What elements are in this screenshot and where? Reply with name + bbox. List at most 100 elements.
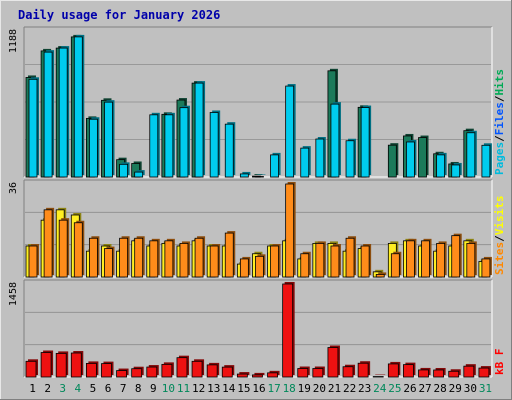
bar-pages-7	[119, 162, 130, 178]
bar-sites-13	[209, 244, 221, 278]
bar-pages-3	[58, 46, 70, 178]
x-tick-label: 29	[449, 382, 462, 395]
bar-pages-22	[345, 138, 357, 178]
x-tick-label: 17	[267, 382, 280, 395]
legend-entry: /	[493, 235, 506, 242]
bar-sites-31	[481, 256, 492, 278]
bar-sites-12	[194, 236, 206, 278]
bar-sites-28	[436, 241, 447, 278]
bar-sites-22	[345, 236, 357, 278]
bar-kbf-10	[161, 362, 174, 378]
y-max-label: 1458	[8, 282, 19, 306]
x-tick-label: 28	[434, 382, 447, 395]
chart-title: Daily usage for January 2026	[18, 8, 220, 22]
bar-kbf-19	[297, 366, 310, 378]
bar-sites-29	[451, 233, 462, 278]
bar-hits-25	[387, 143, 399, 178]
x-tick-label: 25	[388, 382, 401, 395]
bar-kbf-13	[206, 362, 220, 378]
panel-1: 1188 Pages/Files/Hits	[8, 26, 506, 178]
bar-pages-6	[104, 100, 115, 178]
bar-pages-14	[224, 122, 236, 178]
panel-2: 36 Sites/Visits	[8, 179, 506, 278]
x-tick-label: 12	[192, 382, 205, 395]
x-tick-label: 15	[237, 382, 250, 395]
legend-entry: Visits	[493, 196, 506, 236]
x-tick-label: 4	[75, 382, 82, 395]
bar-sites-4	[73, 220, 85, 278]
bar-kbf-27	[418, 367, 431, 378]
bar-sites-25	[390, 251, 402, 278]
bar-pages-11	[179, 105, 190, 178]
bar-sites-18	[285, 182, 296, 278]
y-max-label: 36	[8, 182, 19, 194]
x-tick-label: 1	[29, 382, 36, 395]
y-max-label: 1188	[8, 29, 19, 53]
x-tick-label: 26	[403, 382, 416, 395]
x-tick-label: 27	[418, 382, 431, 395]
bar-pages-19	[300, 146, 311, 178]
x-tick-label: 7	[120, 382, 127, 395]
bar-pages-18	[285, 84, 296, 178]
bar-kbf-22	[342, 364, 356, 378]
bar-kbf-4	[70, 351, 84, 378]
bar-hits-27	[418, 135, 429, 178]
bar-kbf-16	[252, 372, 265, 378]
legend-entry: Sites	[493, 242, 506, 275]
series-legend: Sites/Visits	[493, 196, 506, 276]
bar-sites-5	[88, 236, 100, 278]
x-tick-label: 11	[177, 382, 190, 395]
bar-sites-7	[119, 236, 130, 278]
bar-kbf-6	[101, 361, 114, 378]
bar-pages-26	[406, 139, 417, 178]
bar-sites-10	[164, 238, 175, 278]
series-legend: Pages/Files/Hits	[493, 69, 506, 175]
bar-pages-17	[270, 152, 281, 178]
x-tick-label: 21	[328, 382, 341, 395]
bar-kbf-17	[267, 370, 280, 378]
x-tick-label: 19	[298, 382, 311, 395]
legend-entry: /	[493, 135, 506, 142]
series-legend: kB F	[493, 349, 506, 376]
x-tick-label: 16	[252, 382, 265, 395]
bar-kbf-23	[357, 361, 371, 378]
bar-sites-16	[255, 254, 266, 278]
bar-kbf-11	[176, 355, 189, 378]
legend-entry: kB F	[493, 349, 506, 376]
bar-pages-20	[315, 137, 326, 178]
bar-pages-31	[481, 143, 492, 178]
bar-pages-29	[451, 162, 462, 178]
bar-sites-11	[179, 241, 190, 278]
x-tick-label: 9	[150, 382, 157, 395]
x-tick-label: 14	[222, 382, 236, 395]
bar-pages-28	[436, 152, 447, 178]
x-tick-label: 5	[90, 382, 97, 395]
bar-sites-19	[300, 251, 311, 278]
bar-kbf-30	[463, 364, 476, 378]
bar-kbf-12	[191, 359, 205, 378]
x-tick-label: 23	[358, 382, 371, 395]
bar-pages-12	[194, 81, 206, 178]
bar-kbf-25	[387, 361, 401, 378]
bar-kbf-7	[116, 368, 129, 378]
x-tick-label: 30	[464, 382, 477, 395]
bar-pages-23	[360, 105, 372, 178]
bar-pages-21	[330, 102, 341, 178]
bar-kbf-28	[433, 367, 446, 378]
bar-pages-2	[43, 50, 55, 178]
x-tick-label: 18	[283, 382, 296, 395]
bar-pages-15	[239, 171, 251, 178]
x-tick-label: 3	[59, 382, 66, 395]
bar-sites-14	[224, 231, 236, 278]
bar-kbf-14	[221, 365, 235, 378]
x-tick-label: 2	[44, 382, 51, 395]
bar-sites-15	[239, 256, 251, 278]
x-tick-label: 24	[373, 382, 387, 395]
panel-3: 1458 kB F	[8, 279, 506, 378]
bar-kbf-8	[131, 366, 144, 378]
bar-sites-6	[104, 246, 115, 278]
x-tick-label: 8	[135, 382, 142, 395]
bar-pages-13	[209, 110, 221, 178]
bar-pages-4	[73, 34, 85, 178]
